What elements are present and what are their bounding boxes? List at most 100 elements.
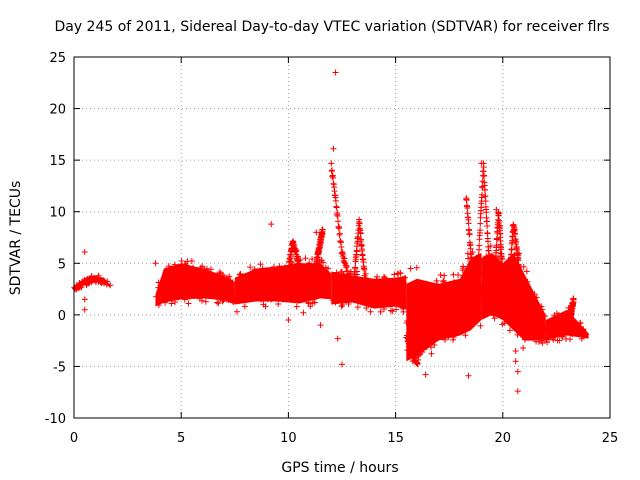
- data-point: [177, 281, 184, 288]
- data-point: [233, 296, 240, 303]
- data-point: [438, 292, 445, 299]
- data-point: [441, 272, 448, 279]
- data-point: [553, 310, 560, 317]
- data-point: [234, 281, 241, 288]
- data-point: [336, 224, 343, 231]
- data-point: [506, 327, 513, 334]
- data-point: [203, 265, 210, 272]
- data-point: [443, 309, 450, 316]
- data-point: [336, 272, 343, 279]
- data-point: [578, 335, 585, 342]
- data-point: [398, 293, 405, 300]
- data-point: [484, 230, 491, 237]
- data-point: [460, 272, 467, 279]
- data-point: [219, 298, 226, 305]
- data-point: [377, 289, 384, 296]
- data-point: [274, 282, 281, 289]
- data-point: [181, 261, 188, 268]
- data-point: [223, 274, 230, 281]
- data-point: [439, 300, 446, 307]
- data-point: [403, 320, 410, 327]
- data-point: [498, 244, 505, 251]
- data-point: [525, 287, 532, 294]
- data-point: [471, 271, 478, 278]
- data-point: [570, 298, 577, 305]
- data-point: [311, 279, 318, 286]
- data-point: [563, 336, 570, 343]
- data-point: [171, 284, 178, 291]
- data-point: [379, 295, 386, 302]
- data-point: [524, 278, 531, 285]
- data-point: [184, 258, 191, 265]
- outlier-point: [285, 317, 292, 324]
- data-point: [352, 264, 359, 271]
- data-point: [521, 318, 528, 325]
- data-point: [309, 289, 316, 296]
- data-point: [389, 308, 396, 315]
- data-point: [480, 269, 487, 276]
- data-point: [487, 242, 494, 249]
- data-point: [528, 290, 535, 297]
- data-point: [492, 269, 499, 276]
- data-point: [489, 307, 496, 314]
- data-point: [529, 311, 536, 318]
- data-point: [335, 218, 342, 225]
- data-point: [494, 235, 501, 242]
- data-point: [290, 289, 297, 296]
- data-point: [291, 263, 298, 270]
- data-point: [257, 273, 264, 280]
- data-point: [209, 273, 216, 280]
- outlier-point: [514, 368, 521, 375]
- data-point: [422, 312, 429, 319]
- data-point: [451, 279, 458, 286]
- data-point: [191, 269, 198, 276]
- data-point: [446, 287, 453, 294]
- data-point: [155, 284, 162, 291]
- data-point: [358, 281, 365, 288]
- data-point: [330, 276, 337, 283]
- dense-point-band: [74, 275, 111, 291]
- outlier-point: [512, 358, 519, 365]
- data-point: [273, 273, 280, 280]
- data-point: [101, 280, 108, 287]
- data-point: [462, 332, 469, 339]
- data-point: [155, 302, 162, 309]
- data-point: [253, 294, 260, 301]
- data-point: [319, 226, 326, 233]
- data-point: [580, 330, 587, 337]
- data-point: [268, 296, 275, 303]
- data-point: [107, 282, 114, 289]
- data-point: [366, 296, 373, 303]
- data-point: [542, 313, 549, 320]
- data-point: [512, 230, 519, 237]
- data-point: [335, 294, 342, 301]
- data-point: [395, 270, 402, 277]
- data-point: [280, 288, 287, 295]
- data-point: [363, 288, 370, 295]
- data-point: [286, 276, 293, 283]
- data-point: [314, 288, 321, 295]
- data-point: [301, 286, 308, 293]
- data-point: [415, 282, 422, 289]
- data-point: [332, 299, 339, 306]
- data-point: [95, 272, 102, 279]
- data-point: [394, 284, 401, 291]
- data-point: [441, 280, 448, 287]
- data-point: [178, 257, 185, 264]
- data-point: [247, 264, 254, 271]
- data-point: [483, 289, 490, 296]
- data-point: [419, 292, 426, 299]
- data-point: [215, 281, 222, 288]
- data-point: [409, 318, 416, 325]
- data-point: [465, 303, 472, 310]
- data-point: [324, 293, 331, 300]
- x-tick-label: 0: [70, 431, 78, 446]
- data-point: [76, 283, 83, 290]
- data-point: [280, 296, 287, 303]
- data-point: [477, 322, 484, 329]
- data-point: [269, 286, 276, 293]
- data-point: [452, 298, 459, 305]
- data-point: [302, 265, 309, 272]
- data-point: [359, 293, 366, 300]
- data-point: [558, 333, 565, 340]
